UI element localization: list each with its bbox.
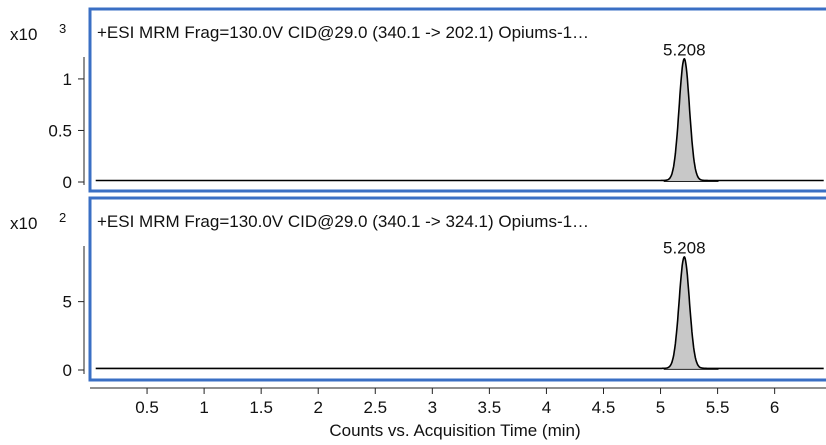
x-tick-label: 4 [542, 398, 551, 417]
x-tick-label: 1 [199, 398, 208, 417]
x-tick-label: 2 [313, 398, 322, 417]
chart-panel-1: x10 3 0 0.5 1 +ESI MRM Frag=130.0V CID@29.0 (… [10, 7, 826, 193]
chart-title: +ESI MRM Frag=130.0V CID@29.0 (340.1 -> … [97, 212, 589, 231]
peak-area [663, 58, 719, 182]
chromatogram-trace [95, 256, 824, 370]
x-tick-label: 1.5 [249, 398, 273, 417]
y-tick-label: 1 [63, 70, 72, 89]
y-multiplier-exponent: 3 [59, 21, 66, 36]
y-tick-label: 0 [63, 361, 72, 380]
panel-border [88, 7, 826, 193]
y-tick-label: 0.5 [48, 121, 72, 140]
peak-rt-label: 5.208 [663, 239, 706, 258]
x-axis-title: Counts vs. Acquisition Time (min) [329, 421, 580, 440]
x-tick-label: 6 [770, 398, 779, 417]
x-tick-label: 5 [656, 398, 665, 417]
x-tick-label: 2.5 [363, 398, 387, 417]
x-tick-label: 3 [428, 398, 437, 417]
chart-title: +ESI MRM Frag=130.0V CID@29.0 (340.1 -> … [97, 23, 589, 42]
y-multiplier-label: x10 [10, 25, 37, 44]
peak-rt-label: 5.208 [663, 40, 706, 59]
panel-border [88, 196, 826, 382]
x-tick-label: 4.5 [592, 398, 616, 417]
x-tick-label: 0.5 [135, 398, 159, 417]
y-multiplier-exponent: 2 [59, 210, 66, 225]
chart-panel-2: x10 2 0 5 +ESI MRM Frag=130.0V CID@29.0 (340… [10, 196, 826, 382]
x-tick-label: 5.5 [706, 398, 730, 417]
y-tick-label: 5 [63, 293, 72, 312]
x-tick-label: 3.5 [478, 398, 502, 417]
peak-area [663, 256, 719, 370]
y-tick-label: 0 [63, 173, 72, 192]
y-multiplier-label: x10 [10, 214, 37, 233]
chromatogram-trace [95, 57, 824, 182]
